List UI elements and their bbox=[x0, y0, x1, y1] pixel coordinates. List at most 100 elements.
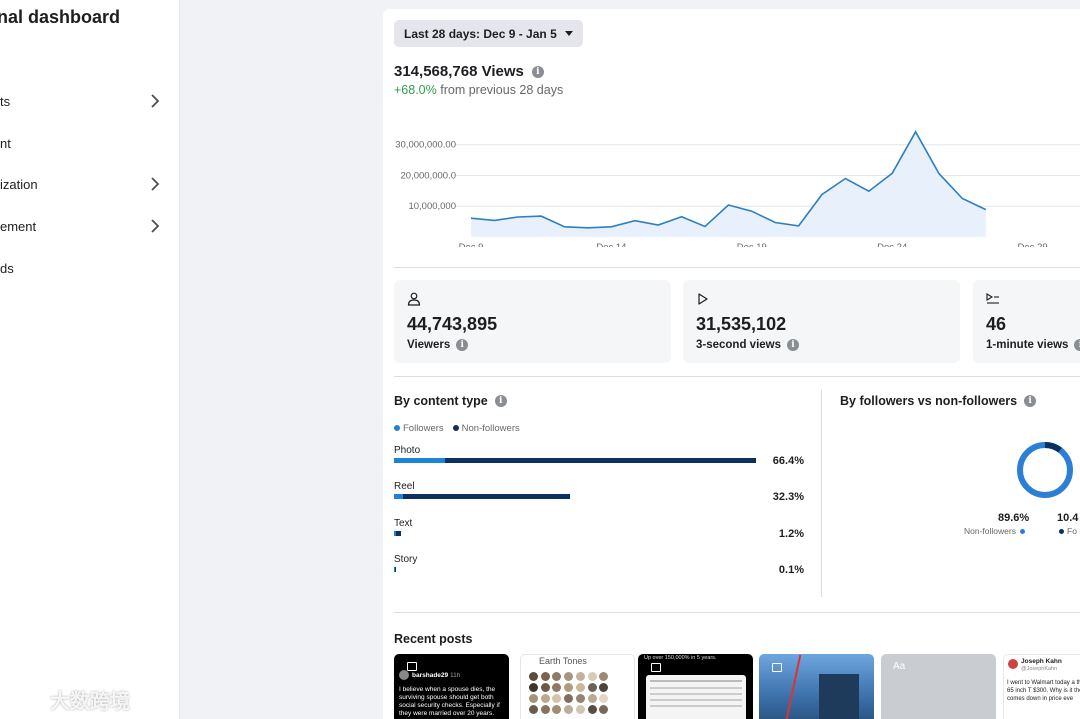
post-time: 11h bbox=[449, 672, 461, 679]
legend-label: Non-followers bbox=[461, 423, 520, 434]
views-change: +68.0% from previous 28 days bbox=[394, 83, 563, 97]
bar-segment-non-followers bbox=[396, 531, 401, 536]
info-icon[interactable]: i bbox=[1024, 395, 1037, 407]
metric-label-text: 1-minute views bbox=[986, 339, 1069, 351]
post-thumbnail[interactable]: Earth Tones bbox=[520, 654, 635, 719]
post-author: Joseph Kahn bbox=[1021, 658, 1062, 665]
content-type-row-reel: Reel 32.3% bbox=[394, 481, 804, 511]
caret-down-icon bbox=[564, 31, 573, 36]
content-type-pct: 32.3% bbox=[772, 491, 804, 503]
followers-donut-chart[interactable] bbox=[1013, 438, 1077, 502]
bar-segment-non-followers bbox=[444, 458, 756, 463]
chevron-right-icon bbox=[151, 177, 160, 191]
color-palette-grid bbox=[529, 672, 609, 714]
metric-card-1-minute-views[interactable]: 46 1-minute views i bbox=[973, 280, 1080, 363]
sidebar-item-label: ization bbox=[0, 176, 38, 192]
info-icon[interactable]: i bbox=[494, 395, 507, 407]
legend-dot-non-followers bbox=[1020, 529, 1026, 534]
post-author-name: barshade29 bbox=[412, 672, 449, 679]
metric-label: Viewers i bbox=[407, 339, 469, 351]
color-swatch bbox=[529, 672, 538, 681]
post-text: Up over 150,000% in 5 years. bbox=[644, 655, 717, 661]
post-thumbnail[interactable]: barshade29 11h I believe when a spouse d… bbox=[394, 654, 509, 719]
one-minute-icon bbox=[986, 293, 999, 304]
sidebar-title: onal dashboard bbox=[0, 7, 121, 27]
table-image bbox=[646, 675, 746, 719]
color-swatch bbox=[599, 672, 609, 681]
views-change-value: +68.0% bbox=[394, 83, 437, 97]
watermark-logo: 大数跨境 bbox=[10, 685, 130, 714]
info-icon[interactable]: i bbox=[456, 339, 469, 351]
non-followers-pct: 89.6% bbox=[998, 512, 1030, 524]
chart-x-tick-label: Dec 9 bbox=[459, 242, 484, 247]
color-swatch bbox=[575, 683, 585, 692]
sidebar-item-engagement[interactable]: ement bbox=[0, 212, 176, 240]
content-type-label: Text bbox=[394, 518, 413, 529]
chart-gridlines bbox=[455, 144, 1080, 207]
chart-y-tick-label: 30,000,000.00 bbox=[395, 140, 456, 151]
date-range-dropdown[interactable]: Last 28 days: Dec 9 - Jan 5 bbox=[394, 20, 583, 47]
info-icon[interactable]: i bbox=[787, 339, 800, 351]
post-thumbnail[interactable] bbox=[759, 654, 874, 719]
content-type-title: By content type i bbox=[394, 394, 507, 408]
color-swatch bbox=[552, 705, 562, 714]
sidebar-item-label: nt bbox=[0, 135, 11, 151]
divider bbox=[394, 612, 1080, 613]
color-swatch bbox=[575, 705, 585, 714]
sidebar-item-ads[interactable]: ds bbox=[0, 254, 176, 282]
metric-card-3-second-views[interactable]: 31,535,102 3-second views i bbox=[683, 280, 960, 363]
content-type-row-photo: Photo 66.4% bbox=[394, 445, 804, 475]
post-text: I believe when a spouse dies, the surviv… bbox=[399, 686, 500, 717]
content-type-label: Story bbox=[394, 554, 418, 565]
recent-posts-title: Recent posts bbox=[394, 632, 473, 646]
chart-y-ticks: 30,000,000.00 20,000,000.0 10,000,000 bbox=[395, 140, 456, 213]
followers-split-title-text: By followers vs non-followers bbox=[840, 394, 1018, 408]
chart-x-tick-label: Dec 24 bbox=[877, 242, 907, 247]
chart-area-fill bbox=[471, 131, 986, 237]
metric-label: 3-second views i bbox=[696, 339, 800, 351]
dashboard-card: Last 28 days: Dec 9 - Jan 5 314,568,768 … bbox=[383, 9, 1080, 719]
metric-card-viewers[interactable]: 44,743,895 Viewers i bbox=[394, 280, 671, 363]
bar-segment-non-followers bbox=[395, 567, 396, 572]
chart-series-line bbox=[470, 130, 987, 229]
red-arrow bbox=[782, 654, 802, 719]
metric-value: 44,743,895 bbox=[407, 314, 498, 334]
color-swatch bbox=[575, 694, 585, 703]
content-type-pct: 1.2% bbox=[778, 528, 804, 540]
bar-segment-followers bbox=[394, 531, 396, 536]
color-swatch bbox=[587, 672, 597, 681]
avatar bbox=[1008, 659, 1018, 669]
sidebar-item-label: ds bbox=[0, 260, 14, 276]
views-line-chart[interactable]: 30,000,000.00 20,000,000.0 10,000,000 Dec … bbox=[383, 117, 1080, 247]
metric-label-text: 3-second views bbox=[696, 339, 782, 351]
post-text: Earth Tones bbox=[539, 656, 587, 666]
info-icon[interactable]: i bbox=[1074, 339, 1080, 351]
color-swatch bbox=[564, 672, 574, 681]
bar-segment-non-followers bbox=[402, 494, 571, 499]
watermark-text: 大数跨境 bbox=[50, 691, 130, 713]
sidebar-item-insights[interactable]: ts bbox=[0, 87, 176, 115]
sidebar-item-monetization[interactable]: ization bbox=[0, 170, 176, 198]
color-swatch bbox=[599, 705, 609, 714]
bar-segment-followers bbox=[394, 494, 403, 499]
info-icon[interactable]: i bbox=[531, 65, 544, 78]
content-type-label: Reel bbox=[394, 481, 415, 492]
content-type-bar bbox=[394, 494, 571, 499]
post-text: I went to Walmart today a they are selli… bbox=[1007, 680, 1080, 702]
chevron-right-icon bbox=[151, 219, 160, 233]
post-thumbnail[interactable]: Aa bbox=[881, 654, 996, 719]
color-swatch bbox=[599, 683, 609, 692]
sidebar-item-content[interactable]: nt bbox=[0, 129, 176, 157]
color-swatch bbox=[529, 694, 538, 703]
chart-x-tick-label: Dec 14 bbox=[596, 242, 626, 247]
followers-pct: 10.4 bbox=[1057, 512, 1079, 524]
legend-item-followers: Followers bbox=[394, 423, 444, 434]
metric-value: 31,535,102 bbox=[696, 314, 787, 334]
post-author: barshade29 11h bbox=[412, 672, 460, 680]
image-icon bbox=[407, 662, 417, 671]
post-thumbnail[interactable]: Joseph Kahn @JosephKahn I went to Walmar… bbox=[1003, 654, 1080, 719]
non-followers-label: Non-followers bbox=[964, 526, 1026, 536]
sidebar-item-label: ts bbox=[0, 93, 11, 109]
followers-split-title: By followers vs non-followers i bbox=[840, 394, 1037, 408]
post-thumbnail[interactable]: Up over 150,000% in 5 years. bbox=[638, 654, 753, 719]
